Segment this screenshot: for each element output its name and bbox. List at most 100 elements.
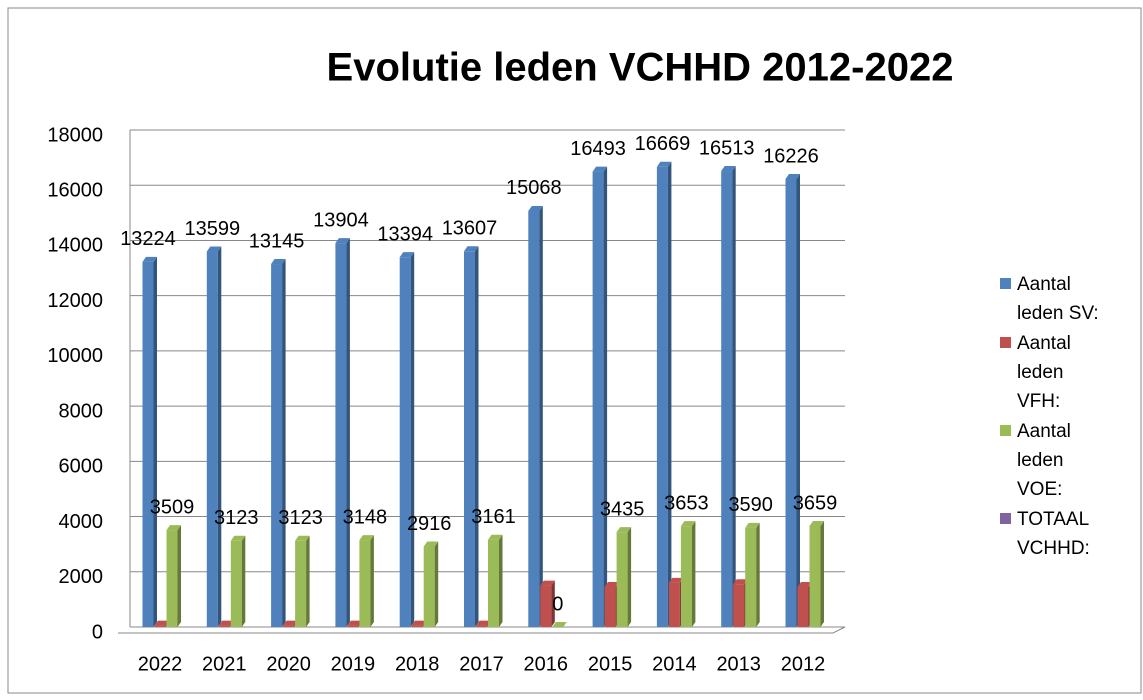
bar-top [592,166,608,172]
bar-top [528,205,543,211]
bar-side [732,166,736,627]
bar-top [166,525,181,531]
bar-side [691,521,696,627]
bar-top [218,620,234,626]
bar [668,582,680,627]
y-tick-label: 2000 [59,566,104,588]
bar [142,261,154,627]
bar [399,257,411,627]
bar-top [335,238,350,244]
bar [680,526,692,627]
bar [154,625,166,627]
bar-top [359,535,374,541]
bar-top [283,620,298,626]
y-tick-label: 14000 [47,235,103,257]
bar-top [142,256,157,262]
bar-side [499,534,503,627]
data-label: 3123 [278,507,323,529]
x-tick-label: 2017 [459,653,504,675]
data-label: 13394 [377,223,433,245]
bar-top [616,527,632,533]
y-tick-label: 8000 [59,400,104,422]
legend-swatch [1000,513,1011,524]
bar-top [721,166,736,172]
bar-top [295,535,310,541]
legend-item: TOTAAL VCHHD: [1000,505,1110,563]
data-label: 16513 [699,137,755,159]
floor [118,626,846,634]
data-label: 16493 [570,138,626,160]
legend-item: Aantal leden VFH: [1000,329,1110,416]
data-label: 3590 [728,494,773,516]
y-tick-label: 4000 [59,511,104,533]
legend-label: TOTAAL VCHHD: [1017,509,1090,559]
x-tick-label: 2013 [716,653,761,675]
x-tick-label: 2020 [266,653,311,675]
data-label: 3123 [214,507,259,529]
x-tick-label: 2021 [202,653,247,675]
bar [721,171,733,627]
bar [785,178,797,627]
bar-top [230,535,246,541]
bar-side [306,535,310,627]
data-label: 13599 [184,218,240,240]
data-label: 15068 [506,177,562,199]
bar [616,532,628,627]
data-label: 2916 [407,513,452,535]
y-tick-label: 0 [92,621,103,643]
x-tick-label: 2015 [588,653,633,675]
bar-top [464,246,479,252]
data-label: 13145 [249,230,305,252]
bar-side [820,520,824,627]
bar-side [627,527,632,627]
bar-top [809,520,824,526]
data-label: 3148 [343,506,388,528]
bar-top [347,620,362,626]
bar-side [539,205,543,627]
legend-swatch [1000,278,1011,289]
bar [745,527,757,627]
legend: Aantal leden SV: Aantal leden VFH: Aantal … [1000,270,1110,564]
data-label: 13607 [442,218,498,240]
chart-frame [7,7,1142,694]
bar-side [475,246,479,628]
bar [540,585,552,627]
data-label: 3659 [793,492,838,514]
legend-item: Aantal leden VOE: [1000,417,1110,504]
y-tick-label: 6000 [59,456,104,478]
bar [283,625,295,627]
bar [809,525,821,627]
y-tick-label: 18000 [47,124,103,146]
bar-side [370,535,374,627]
bar-top [411,620,427,626]
bar-side [346,238,350,628]
data-label: 3653 [664,492,709,514]
bar [423,546,435,627]
data-label: 16226 [763,145,819,167]
legend-label: Aantal leden VFH: [1017,333,1071,412]
bar-top [733,579,748,585]
bar-side [177,525,181,627]
bar-top [656,161,672,167]
data-label: 13904 [313,209,369,231]
bar [411,625,423,627]
bar-top [154,620,169,626]
legend-swatch [1000,337,1011,348]
bar-side [667,161,672,628]
bar-top [399,252,415,258]
bar-top [476,620,491,626]
x-tick-label: 2012 [781,653,826,675]
x-tick-label: 2022 [138,653,183,675]
data-label: 0 [552,593,563,615]
bar [604,586,616,627]
bar-side [796,173,800,627]
legend-swatch [1000,425,1011,436]
bar [335,243,347,628]
bar-top [797,581,812,587]
bar-top [745,522,760,528]
bar [528,210,540,627]
x-tick-label: 2018 [395,653,440,675]
bar [592,171,604,628]
bar [271,264,283,627]
